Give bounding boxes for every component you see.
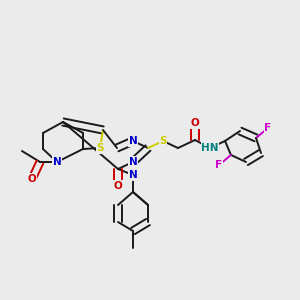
Text: F: F (264, 123, 272, 133)
Text: O: O (114, 181, 122, 191)
Text: S: S (96, 143, 104, 153)
Text: N: N (129, 157, 137, 167)
Text: O: O (190, 118, 200, 128)
Text: N: N (52, 157, 62, 167)
Text: N: N (129, 170, 137, 180)
Text: S: S (159, 136, 167, 146)
Text: F: F (215, 160, 223, 170)
Text: O: O (28, 174, 36, 184)
Text: N: N (129, 136, 137, 146)
Text: HN: HN (201, 143, 219, 153)
